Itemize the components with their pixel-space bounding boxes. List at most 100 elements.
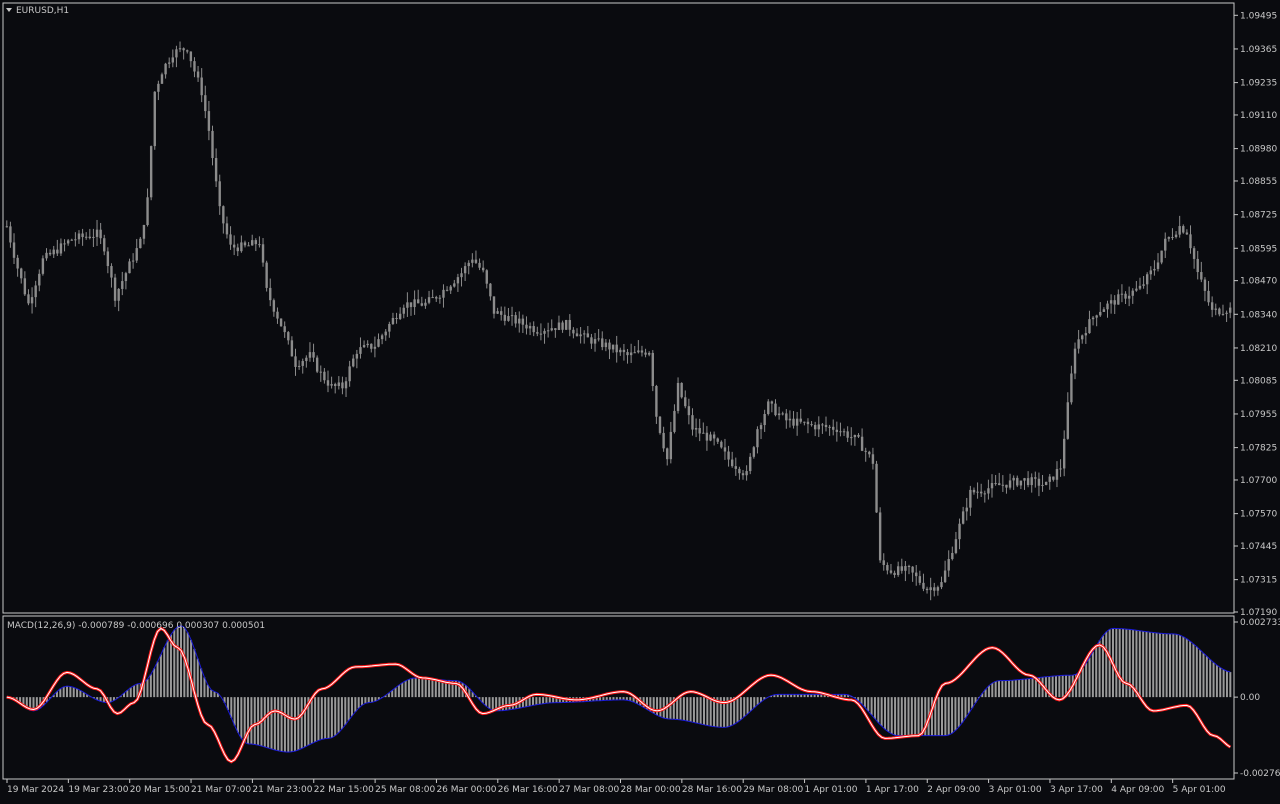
- candle-body: [637, 350, 640, 353]
- candle-body: [1037, 478, 1041, 486]
- candle-body: [994, 483, 997, 485]
- candle-body: [904, 566, 907, 571]
- candle-body: [1019, 480, 1023, 486]
- candle-body: [1196, 258, 1199, 273]
- candle-body: [608, 342, 611, 350]
- candle-body: [759, 425, 763, 430]
- time-tick-label: 2 Apr 09:00: [927, 785, 980, 795]
- candle-body: [694, 428, 698, 430]
- candle-body: [362, 345, 366, 348]
- candle-body: [669, 431, 673, 460]
- candle-body: [5, 226, 9, 228]
- candle-body: [536, 332, 539, 334]
- candle-body: [211, 130, 214, 159]
- candle-body: [1077, 339, 1080, 349]
- candle-body: [366, 343, 369, 346]
- time-tick-label: 28 Mar 16:00: [682, 785, 742, 795]
- candle-body: [611, 344, 615, 350]
- candle-body: [287, 332, 290, 341]
- price-tick-label: 1.08210: [1240, 344, 1277, 354]
- price-tick-label: 1.07570: [1240, 510, 1277, 520]
- candle-body: [341, 382, 344, 389]
- candle-body: [1174, 234, 1178, 238]
- candle-body: [279, 318, 283, 327]
- candle-body: [738, 468, 741, 474]
- candle-body: [1106, 303, 1109, 310]
- macd-tick-label: 0.002733: [1240, 618, 1280, 628]
- candle-body: [507, 316, 510, 321]
- price-tick-label: 1.07955: [1240, 410, 1277, 420]
- candle-body: [1066, 402, 1069, 439]
- candle-body: [319, 371, 322, 373]
- candle-body: [272, 300, 276, 312]
- candle-body: [189, 51, 193, 62]
- candle-body: [889, 570, 893, 573]
- candle-body: [1113, 300, 1116, 305]
- candle-body: [709, 434, 712, 441]
- candle-body: [395, 317, 398, 319]
- candle-body: [662, 432, 665, 449]
- candle-body: [460, 273, 463, 278]
- macd-tick-label: -0.00276: [1240, 769, 1280, 779]
- price-tick-label: 1.07445: [1240, 542, 1277, 552]
- price-tick-label: 1.09235: [1240, 79, 1277, 89]
- candle-body: [803, 421, 806, 423]
- candle-body: [200, 77, 203, 96]
- candle-body: [139, 238, 142, 249]
- time-tick-label: 5 Apr 01:00: [1173, 785, 1226, 795]
- candle-body: [1214, 308, 1217, 310]
- candle-body: [741, 473, 745, 476]
- candle-body: [1171, 237, 1174, 239]
- candle-body: [258, 244, 261, 246]
- candle-body: [720, 441, 723, 448]
- candle-body: [384, 331, 387, 336]
- candle-body: [182, 48, 185, 51]
- candle-body: [965, 507, 968, 512]
- candle-body: [951, 552, 954, 560]
- candle-body: [1210, 302, 1214, 310]
- macd-group: [6, 625, 1232, 764]
- candle-body: [925, 588, 929, 591]
- candle-body: [1001, 484, 1005, 486]
- candle-body: [398, 313, 402, 319]
- candle-body: [1091, 317, 1095, 320]
- candle-body: [463, 266, 467, 274]
- candle-body: [442, 289, 445, 298]
- candle-body: [583, 333, 586, 335]
- candle-body: [698, 428, 701, 434]
- candle-body: [586, 333, 590, 338]
- candle-body: [406, 302, 409, 308]
- candle-body: [1055, 469, 1059, 480]
- time-tick-label: 4 Apr 09:00: [1111, 785, 1164, 795]
- time-tick-label: 22 Mar 15:00: [314, 785, 374, 795]
- candle-body: [629, 352, 633, 356]
- candle-body: [117, 288, 120, 301]
- candle-body: [561, 322, 564, 330]
- candle-body: [1070, 373, 1073, 403]
- candle-body: [240, 242, 243, 252]
- candle-body: [601, 338, 604, 348]
- candle-body: [626, 352, 629, 356]
- candle-body: [48, 252, 52, 255]
- candle-body: [983, 493, 986, 495]
- candle-body: [489, 283, 492, 297]
- candle-body: [539, 333, 543, 335]
- candle-body: [431, 297, 434, 299]
- price-tick-label: 1.08855: [1240, 177, 1277, 187]
- candle-body: [615, 344, 618, 353]
- candle-body: [70, 239, 73, 241]
- price-tick-label: 1.09365: [1240, 45, 1277, 55]
- candle-body: [1218, 308, 1221, 315]
- candle-body: [81, 233, 84, 238]
- candle-body: [1073, 348, 1077, 374]
- triangle-down-icon[interactable]: [6, 8, 12, 12]
- candle-body: [781, 413, 784, 415]
- candle-body: [687, 406, 691, 416]
- candle-body: [301, 361, 304, 366]
- candle-body: [752, 447, 756, 457]
- candle-body: [987, 488, 990, 494]
- macd-signal-line: [6, 625, 1231, 753]
- candle-body: [832, 426, 835, 430]
- candle-body: [521, 318, 525, 325]
- candle-body: [218, 181, 221, 207]
